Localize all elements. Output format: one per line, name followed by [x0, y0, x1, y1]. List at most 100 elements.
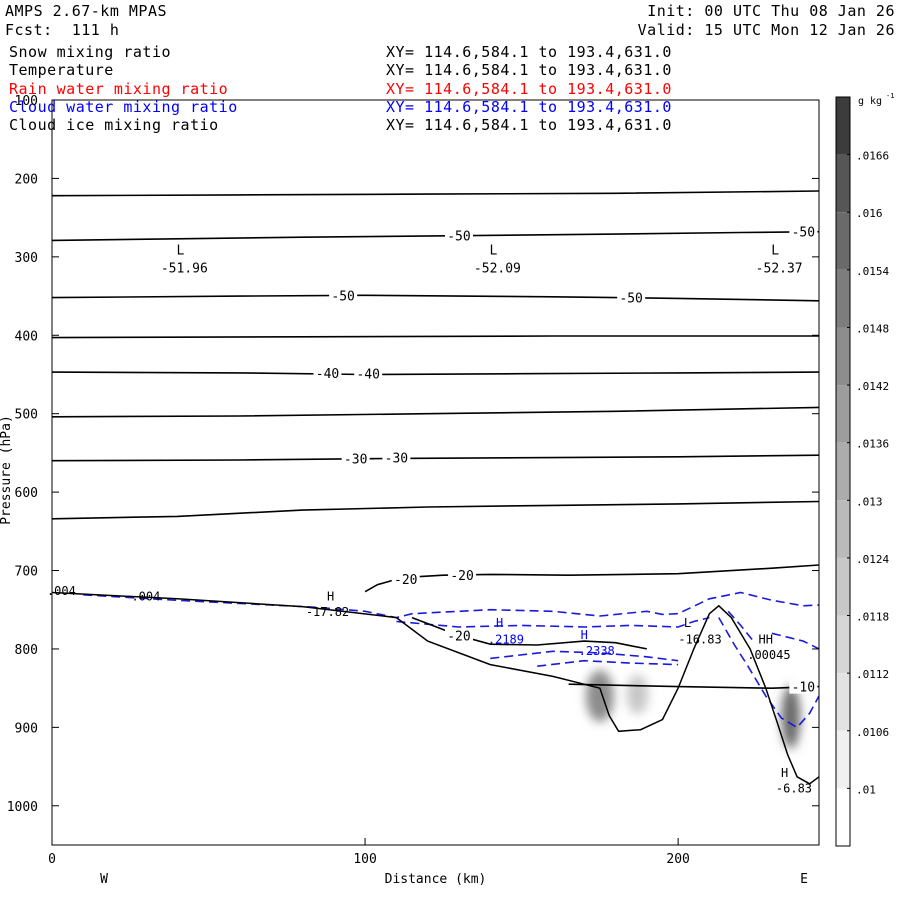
annotation-10: H [781, 766, 788, 780]
axes: 100 200 300 400 500 600 700 800 900 1000 0 100 200 Di… [0, 94, 819, 887]
contour-label-6-1: -30 [385, 452, 408, 467]
low-letter-1: L [490, 244, 498, 259]
colorbar-swatch [836, 788, 850, 846]
x-axis-label: Distance (km) [385, 872, 487, 887]
colorbar-swatch [836, 327, 850, 386]
y-tick-label: 300 [15, 251, 38, 266]
field-xy-temperature: XY= 114.6,584.1 to 193.4,631.0 [386, 61, 672, 79]
field-name-rain: Rain water mixing ratio [9, 80, 229, 98]
field-xy-cloud-water: XY= 114.6,584.1 to 193.4,631.0 [386, 98, 672, 116]
contour-label-2-0: -50 [331, 289, 354, 304]
plot-frame [51, 99, 820, 846]
colorbar-swatch [836, 557, 850, 616]
colorbar-level: .0154 [856, 265, 889, 278]
east-label: E [800, 872, 808, 887]
low-letter-2: L [771, 244, 779, 259]
field-name-temperature: Temperature [9, 61, 114, 79]
contour-label-10-0: -10 [792, 681, 815, 696]
colorbar-swatch [836, 500, 850, 558]
cloud-water-contours [83, 591, 819, 729]
y-tick-label: 500 [15, 408, 38, 423]
cloud-water-contour-1 [396, 616, 710, 628]
snow-blob-1 [626, 674, 649, 715]
contour-label-bg [382, 450, 411, 465]
y-tick-label: 100 [15, 94, 38, 109]
annotation-5: .2338 [579, 644, 615, 658]
temperature-contour-5 [52, 406, 819, 418]
contour-label-bg [448, 568, 477, 583]
contour-labels: -50 -50 -50 -50 -40 -40 -30 -30 -20 -20 -20 -10 L -51… [47, 224, 818, 795]
field-xy-rain: XY= 114.6,584.1 to 193.4,631.0 [386, 80, 672, 98]
contour-label-8-1: -20 [450, 569, 473, 584]
colorbar-swatch [836, 673, 850, 731]
x-tick-label: 0 [48, 852, 56, 867]
snow-shading-layer [585, 670, 801, 749]
colorbar-level: .0148 [856, 322, 889, 335]
temperature-contour-4 [52, 371, 819, 376]
y-tick-label: 200 [15, 172, 38, 187]
contour-label-bg [354, 366, 383, 381]
init-time: Init: 00 UTC Thu 08 Jan 26 [647, 2, 895, 20]
y-tick-label: 700 [15, 565, 38, 580]
y-tick-label: 600 [15, 486, 38, 501]
y-tick-label: 900 [15, 721, 38, 736]
y-axis-label: Pressure (hPa) [0, 415, 14, 525]
annotation-4: H [581, 628, 588, 642]
forecast-hour: Fcst: 111 h [5, 21, 120, 39]
x-tick-label: 200 [666, 852, 689, 867]
terrain-layer [52, 591, 819, 785]
colorbar-level: .016 [856, 207, 883, 220]
contour-label-bg [444, 228, 473, 243]
cloud-water-contour-4 [718, 617, 819, 729]
contour-label-4-0: -40 [316, 367, 339, 382]
low-letter-0: L [176, 244, 184, 259]
cloud-water-contour-2 [490, 650, 679, 662]
model-title: AMPS 2.67-km MPAS [5, 2, 168, 20]
contour-label-bg [444, 628, 473, 643]
temperature-contour-0 [52, 190, 819, 197]
annotation-8: HH [759, 632, 773, 646]
contour-label-9-0: -20 [447, 630, 470, 645]
colorbar-level: .0118 [856, 611, 889, 624]
contour-label-8-0: -20 [394, 573, 417, 588]
contour-label-bg [329, 288, 358, 303]
colorbar-swatch [836, 730, 850, 789]
field-name-cloud-ice: Cloud ice mixing ratio [9, 116, 219, 134]
colorbar-swatch [836, 97, 850, 155]
contour-label-2-1: -50 [619, 292, 642, 307]
contour-label-4-1: -40 [356, 368, 379, 383]
colorbar-level: .0142 [856, 380, 889, 393]
annotation-13: .004 [131, 589, 160, 603]
cloud-water-contour-6 [771, 632, 819, 650]
terrain-line [52, 591, 819, 785]
colorbar-swatch [836, 385, 850, 443]
y-tick-label: 400 [15, 329, 38, 344]
contour-label-bg [391, 572, 420, 587]
low-value-1: -52.09 [474, 262, 521, 277]
contour-label-bg [313, 365, 342, 380]
field-xy-cloud-ice: XY= 114.6,584.1 to 193.4,631.0 [386, 116, 672, 134]
temperature-contour-7 [52, 500, 819, 520]
colorbar-swatch [836, 442, 850, 501]
y-tick-label: 800 [15, 643, 38, 658]
temperature-contour-2 [52, 294, 819, 302]
snow-blob-2 [781, 685, 801, 749]
colorbar-units: g kg [858, 96, 882, 107]
colorbar-level: .0136 [856, 438, 889, 451]
cloud-water-contour-3 [537, 659, 679, 667]
temperature-contour-6 [52, 454, 819, 462]
temperature-contour-3 [52, 335, 819, 339]
annotation-3: .2189 [488, 632, 524, 646]
annotation-9: .00045 [747, 648, 790, 662]
annotation-2: H [496, 616, 503, 630]
field-name-cloud-water: Cloud water mixing ratio [9, 98, 238, 116]
temperature-contour-8 [364, 564, 819, 593]
snow-blob-0 [585, 670, 614, 722]
annotation-1: H [327, 589, 334, 603]
field-xy-snow: XY= 114.6,584.1 to 193.4,631.0 [386, 43, 672, 61]
valid-time: Valid: 15 UTC Mon 12 Jan 26 [637, 21, 895, 39]
x-tick-label: 100 [353, 852, 376, 867]
colorbar-level: .0112 [856, 668, 889, 681]
annotation-0: -17.82 [306, 605, 349, 619]
